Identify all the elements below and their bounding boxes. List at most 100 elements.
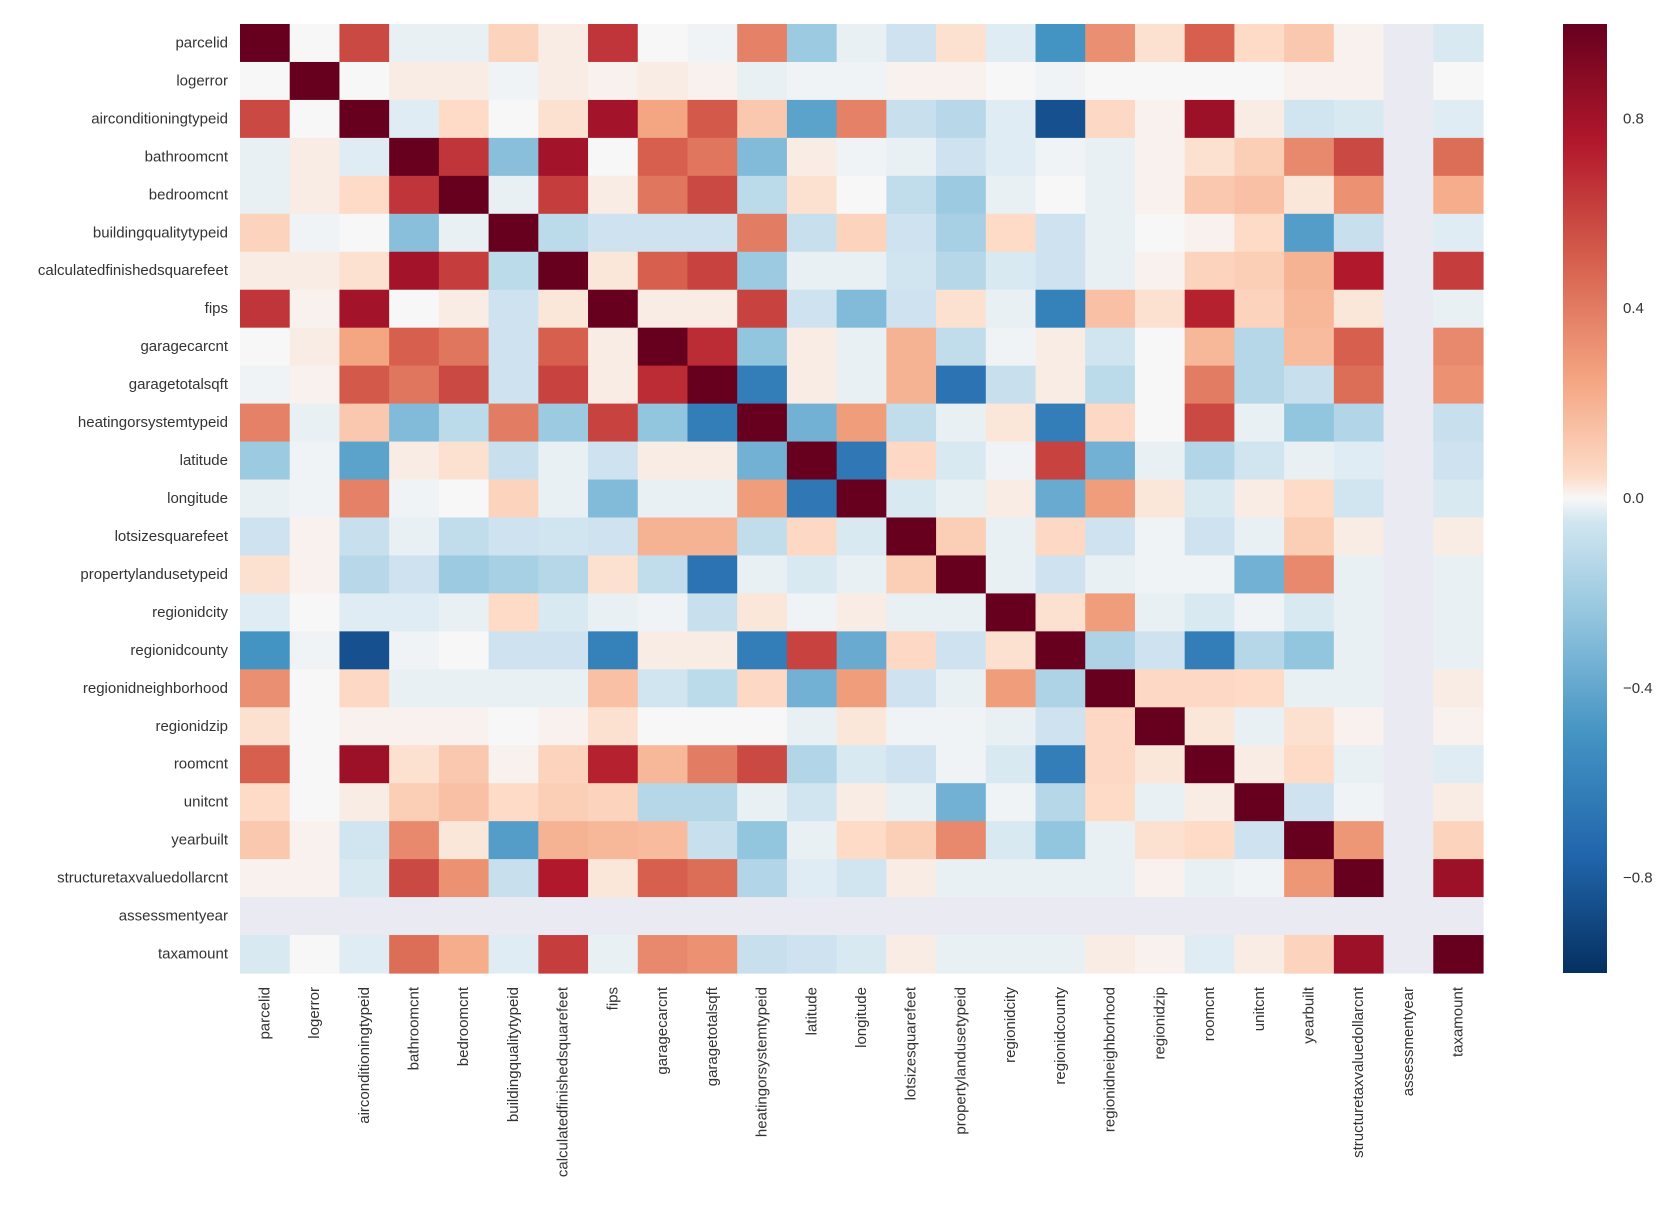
heatmap-cell-longitude-regionidneighborhood xyxy=(1085,479,1136,519)
heatmap-cell-regionidcounty-unitcnt xyxy=(1234,631,1285,670)
heatmap-cell-garagetotalsqft-taxamount xyxy=(1433,365,1484,405)
heatmap-cell-taxamount-longitude xyxy=(836,935,887,974)
column-label-calculatedfinishedsquarefeet: calculatedfinishedsquarefeet xyxy=(555,986,572,1177)
heatmap-cell-fips-yearbuilt xyxy=(1284,289,1335,329)
heatmap-cell-airconditioningtypeid-latitude xyxy=(786,99,838,139)
heatmap-cell-garagetotalsqft-regionidneighborhood xyxy=(1085,365,1136,405)
heatmap-cell-lotsizesquarefeet-latitude xyxy=(786,517,838,557)
heatmap-cell-garagecarcnt-regionidcity xyxy=(985,327,1037,367)
heatmap-cell-roomcnt-heatingorsystemtypeid xyxy=(737,745,788,784)
heatmap-cell-longitude-buildingqualitytypeid xyxy=(488,479,539,519)
heatmap-cell-regionidcity-regionidcity xyxy=(985,593,1037,632)
heatmap-cell-regionidzip-assessmentyear xyxy=(1383,707,1434,746)
heatmap-cell-regionidneighborhood-yearbuilt xyxy=(1284,669,1335,708)
heatmap-cell-roomcnt-garagecarcnt xyxy=(637,745,689,784)
column-label-regionidcity: regionidcity xyxy=(1002,987,1019,1063)
heatmap-cell-regionidcounty-garagetotalsqft xyxy=(687,631,738,670)
heatmap-cell-fips-airconditioningtypeid xyxy=(339,289,390,329)
heatmap-cell-regionidzip-calculatedfinishedsquarefeet xyxy=(538,707,589,746)
heatmap-cell-logerror-regionidzip xyxy=(1134,61,1186,101)
heatmap-cell-regionidneighborhood-buildingqualitytypeid xyxy=(488,669,539,708)
heatmap-cell-lotsizesquarefeet-bathroomcnt xyxy=(389,517,440,557)
row-label-latitude: latitude xyxy=(180,452,228,469)
heatmap-cell-unitcnt-parcelid xyxy=(240,783,291,822)
heatmap-cell-structuretaxvaluedollarcnt-garagecarcnt xyxy=(637,859,689,898)
colorbar-tick-label: −0.8 xyxy=(1623,870,1653,887)
colorbar-tick-label: 0.4 xyxy=(1623,300,1644,317)
heatmap-cell-lotsizesquarefeet-regionidcounty xyxy=(1035,517,1086,557)
column-label-fips: fips xyxy=(604,987,621,1010)
heatmap-cell-bathroomcnt-regionidzip xyxy=(1134,137,1186,177)
heatmap-cell-assessmentyear-roomcnt xyxy=(1184,897,1235,936)
heatmap-cell-regionidneighborhood-bathroomcnt xyxy=(389,669,440,708)
heatmap-cell-garagecarcnt-latitude xyxy=(786,327,838,367)
heatmap-cell-regionidcity-lotsizesquarefeet xyxy=(886,593,937,632)
heatmap-cell-logerror-propertylandusetypeid xyxy=(936,61,987,101)
heatmap-cell-heatingorsystemtypeid-taxamount xyxy=(1433,403,1484,443)
heatmap-cell-regionidzip-logerror xyxy=(289,707,341,746)
heatmap-cell-regionidcity-bathroomcnt xyxy=(389,593,440,632)
heatmap-cell-bedroomcnt-garagetotalsqft xyxy=(687,175,738,215)
heatmap-cell-roomcnt-yearbuilt xyxy=(1284,745,1335,784)
heatmap-cell-roomcnt-regionidneighborhood xyxy=(1085,745,1136,784)
heatmap-cell-lotsizesquarefeet-heatingorsystemtypeid xyxy=(737,517,788,557)
row-label-yearbuilt: yearbuilt xyxy=(171,832,229,849)
heatmap-cell-longitude-logerror xyxy=(289,479,341,519)
heatmap-cell-calculatedfinishedsquarefeet-structuretaxvaluedollarcnt xyxy=(1333,251,1385,291)
heatmap-cell-regionidzip-regionidzip xyxy=(1134,707,1186,746)
heatmap-cell-garagetotalsqft-structuretaxvaluedollarcnt xyxy=(1333,365,1385,405)
heatmap-cell-bathroomcnt-assessmentyear xyxy=(1383,137,1434,177)
heatmap-cell-calculatedfinishedsquarefeet-assessmentyear xyxy=(1383,251,1434,291)
heatmap-cell-airconditioningtypeid-heatingorsystemtypeid xyxy=(737,99,788,139)
row-label-heatingorsystemtypeid: heatingorsystemtypeid xyxy=(78,414,228,431)
heatmap-cell-garagecarcnt-garagetotalsqft xyxy=(687,327,738,367)
column-labels: parcelid logerror airconditioningtypeid bat… xyxy=(256,986,1466,1177)
heatmap-cell-regionidneighborhood-longitude xyxy=(836,669,887,708)
heatmap-cell-calculatedfinishedsquarefeet-regionidneighborhood xyxy=(1085,251,1136,291)
heatmap-cell-airconditioningtypeid-bedroomcnt xyxy=(438,99,490,139)
heatmap-cell-buildingqualitytypeid-unitcnt xyxy=(1234,213,1285,253)
heatmap-cell-airconditioningtypeid-garagetotalsqft xyxy=(687,99,738,139)
heatmap-cell-logerror-regionidcounty xyxy=(1035,61,1086,101)
heatmap-cell-calculatedfinishedsquarefeet-bedroomcnt xyxy=(438,251,490,291)
heatmap-cell-buildingqualitytypeid-garagetotalsqft xyxy=(687,213,738,253)
heatmap-cell-bedroomcnt-taxamount xyxy=(1433,175,1484,215)
heatmap-cell-assessmentyear-lotsizesquarefeet xyxy=(886,897,937,936)
heatmap-cell-airconditioningtypeid-regionidcity xyxy=(985,99,1037,139)
heatmap-cell-unitcnt-longitude xyxy=(836,783,887,822)
heatmap-cell-garagecarcnt-yearbuilt xyxy=(1284,327,1335,367)
heatmap-cell-garagecarcnt-fips xyxy=(588,327,639,367)
heatmap-cell-regionidcity-garagetotalsqft xyxy=(687,593,738,632)
heatmap-cell-heatingorsystemtypeid-bedroomcnt xyxy=(438,403,490,443)
heatmap-cell-regionidcity-assessmentyear xyxy=(1383,593,1434,632)
heatmap-cell-parcelid-propertylandusetypeid xyxy=(936,24,987,63)
heatmap-cell-taxamount-lotsizesquarefeet xyxy=(886,935,937,974)
column-label-buildingqualitytypeid: buildingqualitytypeid xyxy=(505,987,522,1122)
heatmap-cell-lotsizesquarefeet-roomcnt xyxy=(1184,517,1235,557)
heatmap-cell-lotsizesquarefeet-regionidcity xyxy=(985,517,1037,557)
row-label-propertylandusetypeid: propertylandusetypeid xyxy=(80,566,228,583)
heatmap-cell-unitcnt-calculatedfinishedsquarefeet xyxy=(538,783,589,822)
heatmap-cell-propertylandusetypeid-latitude xyxy=(786,555,838,594)
heatmap-cell-regionidcounty-airconditioningtypeid xyxy=(339,631,390,670)
heatmap-cell-heatingorsystemtypeid-bathroomcnt xyxy=(389,403,440,443)
heatmap-cell-assessmentyear-calculatedfinishedsquarefeet xyxy=(538,897,589,936)
heatmap-cell-taxamount-heatingorsystemtypeid xyxy=(737,935,788,974)
heatmap-cell-garagetotalsqft-parcelid xyxy=(240,365,291,405)
heatmap-cell-garagetotalsqft-regionidzip xyxy=(1134,365,1186,405)
heatmap-cell-latitude-airconditioningtypeid xyxy=(339,441,390,481)
heatmap-cell-unitcnt-bathroomcnt xyxy=(389,783,440,822)
heatmap-cell-parcelid-longitude xyxy=(836,24,887,63)
heatmap-cell-calculatedfinishedsquarefeet-roomcnt xyxy=(1184,251,1235,291)
heatmap-cell-assessmentyear-heatingorsystemtypeid xyxy=(737,897,788,936)
heatmap-cell-unitcnt-bedroomcnt xyxy=(438,783,490,822)
heatmap-cell-assessmentyear-unitcnt xyxy=(1234,897,1285,936)
heatmap-cell-calculatedfinishedsquarefeet-bathroomcnt xyxy=(389,251,440,291)
heatmap-cell-latitude-parcelid xyxy=(240,441,291,481)
heatmap-cell-fips-longitude xyxy=(836,289,887,329)
heatmap-cell-regionidcounty-parcelid xyxy=(240,631,291,670)
heatmap-cell-unitcnt-yearbuilt xyxy=(1284,783,1335,822)
heatmap-cell-buildingqualitytypeid-regionidcounty xyxy=(1035,213,1086,253)
heatmap-cell-garagetotalsqft-buildingqualitytypeid xyxy=(488,365,539,405)
heatmap-cell-taxamount-fips xyxy=(588,935,639,974)
